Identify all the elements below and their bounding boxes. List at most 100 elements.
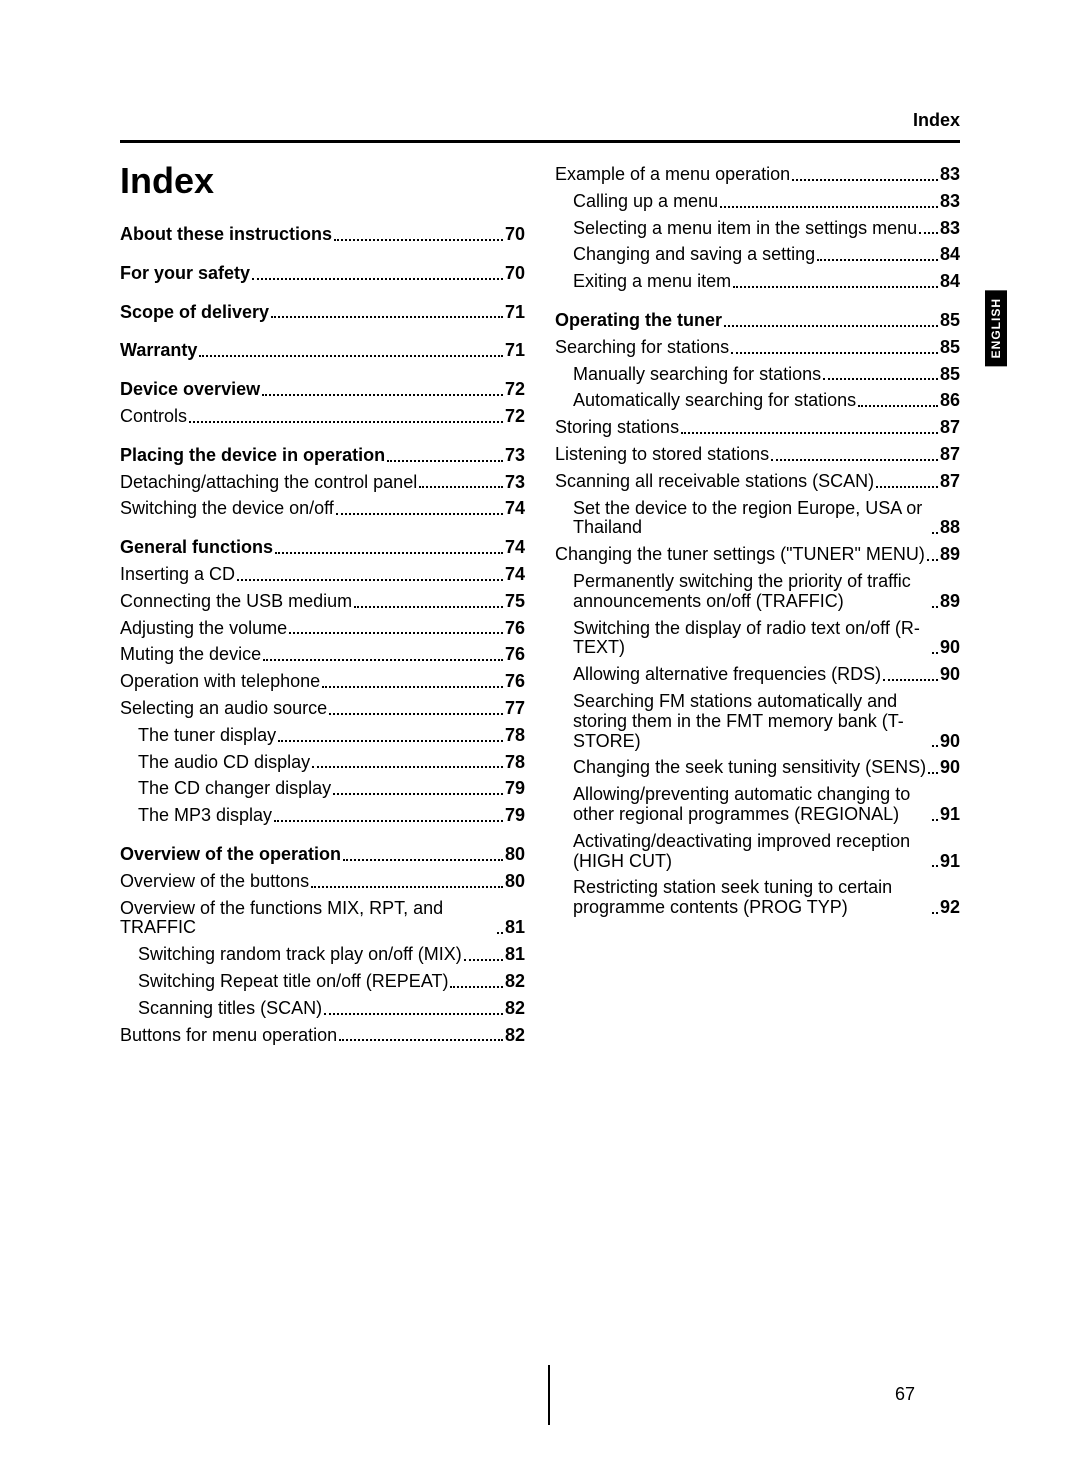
toc-entry-text: Switching Repeat title on/off (REPEAT) — [138, 972, 448, 992]
toc-entry-page: 82 — [505, 972, 525, 992]
toc-entry-page: 90 — [940, 665, 960, 685]
toc-entry-text: Adjusting the volume — [120, 619, 287, 639]
toc-entry-page: 77 — [505, 699, 525, 719]
toc-entry: Device overview72 — [120, 380, 525, 400]
dot-leader — [681, 432, 938, 434]
toc-entry-page: 76 — [505, 672, 525, 692]
toc-entry: Set the device to the region Europe, USA… — [573, 499, 960, 539]
toc-entry-page: 91 — [940, 852, 960, 872]
toc-entry: Switching the display of radio text on/o… — [573, 619, 960, 659]
dot-leader — [334, 239, 503, 241]
toc-entry-text: Storing stations — [555, 418, 679, 438]
toc-entry-page: 87 — [940, 418, 960, 438]
dot-leader — [333, 793, 503, 795]
toc-entry: For your safety 70 — [120, 264, 525, 284]
dot-leader — [339, 1039, 503, 1041]
toc-entry-text: Scanning all receivable stations (SCAN) — [555, 472, 874, 492]
toc-entry: Switching random track play on/off (MIX)… — [138, 945, 525, 965]
page: Index ENGLISH Index About these instruct… — [0, 0, 1080, 1460]
toc-entry-page: 92 — [940, 898, 960, 918]
dot-leader — [932, 745, 938, 747]
toc-entry-text: Inserting a CD — [120, 565, 235, 585]
toc-entry-text: Selecting an audio source — [120, 699, 327, 719]
toc-entry-text: Switching the device on/off — [120, 499, 334, 519]
toc-entry-text: Calling up a menu — [573, 192, 718, 212]
dot-leader — [322, 686, 503, 688]
dot-leader — [275, 552, 503, 554]
dot-leader — [274, 820, 503, 822]
dot-leader — [731, 352, 938, 354]
toc-entry-page: 70 — [505, 264, 525, 284]
dot-leader — [817, 259, 938, 261]
toc-entry: Scope of delivery71 — [120, 303, 525, 323]
toc-entry: Allowing alternative frequencies (RDS)90 — [573, 665, 960, 685]
header-rule — [120, 140, 960, 143]
toc-entry-page: 87 — [940, 472, 960, 492]
content-columns: About these instructions70For your safet… — [120, 165, 960, 1370]
toc-entry-page: 74 — [505, 538, 525, 558]
toc-entry-text: The audio CD display — [138, 753, 310, 773]
toc-entry-page: 79 — [505, 779, 525, 799]
toc-entry-page: 85 — [940, 365, 960, 385]
dot-leader — [343, 859, 503, 861]
dot-leader — [263, 659, 503, 661]
toc-entry: Listening to stored stations87 — [555, 445, 960, 465]
header-index-label: Index — [913, 110, 960, 131]
toc-entry-text: Switching the display of radio text on/o… — [573, 619, 930, 659]
toc-entry-text: Automatically searching for stations — [573, 391, 856, 411]
toc-entry-page: 83 — [940, 192, 960, 212]
dot-leader — [932, 652, 938, 654]
toc-entry-text: Restricting station seek tuning to certa… — [573, 878, 930, 918]
toc-entry: The tuner display78 — [138, 726, 525, 746]
toc-entry-text: General functions — [120, 538, 273, 558]
toc-entry: Manually searching for stations 85 — [573, 365, 960, 385]
toc-entry-text: Overview of the functions MIX, RPT, and … — [120, 899, 495, 939]
toc-entry-text: Overview of the operation — [120, 845, 341, 865]
toc-entry: Calling up a menu 83 — [573, 192, 960, 212]
dot-leader — [354, 606, 503, 608]
toc-entry: Searching FM stations automatically and … — [573, 692, 960, 751]
toc-entry: Restricting station seek tuning to certa… — [573, 878, 960, 918]
dot-leader — [932, 606, 938, 608]
toc-entry-page: 80 — [505, 845, 525, 865]
toc-entry-page: 83 — [940, 219, 960, 239]
toc-entry-text: Device overview — [120, 380, 260, 400]
page-number: 67 — [895, 1384, 915, 1405]
toc-entry-text: Changing and saving a setting — [573, 245, 815, 265]
toc-entry-page: 75 — [505, 592, 525, 612]
dot-leader — [387, 460, 503, 462]
toc-entry-page: 89 — [940, 545, 960, 565]
spacer — [120, 434, 525, 446]
toc-entry-page: 78 — [505, 726, 525, 746]
toc-entry-page: 87 — [940, 445, 960, 465]
toc-entry-text: Scope of delivery — [120, 303, 269, 323]
toc-entry-text: Manually searching for stations — [573, 365, 821, 385]
toc-entry-page: 73 — [505, 446, 525, 466]
dot-leader — [329, 713, 503, 715]
toc-entry: Scanning all receivable stations (SCAN) 8… — [555, 472, 960, 492]
dot-leader — [932, 865, 938, 867]
toc-entry-page: 73 — [505, 473, 525, 493]
toc-entry: Selecting a menu item in the settings me… — [573, 219, 960, 239]
toc-entry: Example of a menu operation83 — [555, 165, 960, 185]
toc-entry: Storing stations 87 — [555, 418, 960, 438]
toc-entry-page: 85 — [940, 311, 960, 331]
toc-entry-page: 88 — [940, 518, 960, 538]
toc-entry-page: 72 — [505, 407, 525, 427]
toc-entry-text: Operating the tuner — [555, 311, 722, 331]
dot-leader — [419, 486, 503, 488]
toc-entry-page: 83 — [940, 165, 960, 185]
toc-entry-text: Allowing/preventing automatic changing t… — [573, 785, 930, 825]
toc-entry-page: 84 — [940, 245, 960, 265]
toc-entry-text: For your safety — [120, 264, 250, 284]
toc-entry: Buttons for menu operation82 — [120, 1026, 525, 1046]
toc-entry: Inserting a CD 74 — [120, 565, 525, 585]
toc-entry-text: Searching FM stations automatically and … — [573, 692, 930, 751]
toc-entry: The audio CD display78 — [138, 753, 525, 773]
toc-entry-text: Controls — [120, 407, 187, 427]
dot-leader — [928, 772, 938, 774]
toc-entry-page: 74 — [505, 565, 525, 585]
toc-entry-text: Muting the device — [120, 645, 261, 665]
dot-leader — [311, 886, 503, 888]
toc-entry-text: Warranty — [120, 341, 197, 361]
